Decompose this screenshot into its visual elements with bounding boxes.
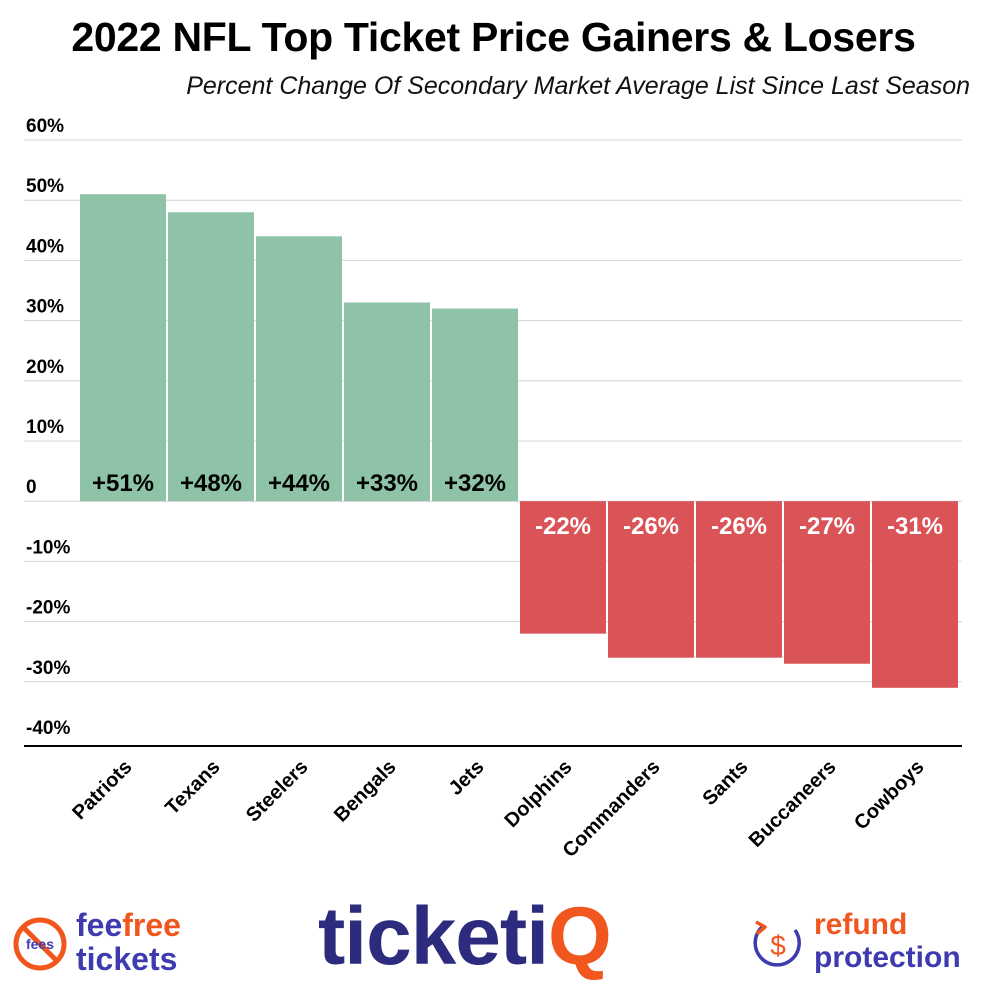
bar xyxy=(696,501,782,658)
data-label: +33% xyxy=(356,470,418,497)
x-tick-label: Patriots xyxy=(68,756,136,824)
bar xyxy=(608,501,694,658)
data-label: -31% xyxy=(887,513,943,540)
feefree-word-fee: fee xyxy=(76,907,123,943)
y-tick-label: 50% xyxy=(26,176,64,197)
feefree-wordmark: feefree tickets xyxy=(76,908,181,976)
bar xyxy=(80,194,166,502)
refund-dollar-icon: $ xyxy=(753,920,801,967)
data-label: +44% xyxy=(268,470,330,497)
ticketiq-wordmark: ticketiQ xyxy=(318,891,612,982)
bar xyxy=(256,236,342,502)
refund-dollar-symbol: $ xyxy=(770,930,786,961)
y-tick-label: 30% xyxy=(26,297,64,318)
y-tick-label: -10% xyxy=(26,537,70,558)
y-tick-label: 60% xyxy=(26,116,64,137)
x-tick-label: Texans xyxy=(161,756,224,819)
y-tick-label: 10% xyxy=(26,417,64,438)
data-label: -27% xyxy=(799,513,855,540)
bar xyxy=(168,212,254,502)
x-tick-label: Sants xyxy=(698,756,752,810)
x-tick-label: Buccaneers xyxy=(745,756,841,852)
ticketiq-word-accent: Q xyxy=(548,891,612,982)
data-label: -26% xyxy=(711,513,767,540)
x-tick-label: Dolphins xyxy=(500,756,576,832)
x-tick-label: Jets xyxy=(445,756,489,800)
bar xyxy=(344,302,430,502)
data-label: +51% xyxy=(92,470,154,497)
x-tick-label: Cowboys xyxy=(850,756,928,834)
y-tick-label: 0 xyxy=(26,477,37,498)
no-fees-icon-text: fees xyxy=(26,936,54,952)
y-tick-label: -40% xyxy=(26,718,70,739)
bar xyxy=(784,501,870,664)
feefree-word-free: free xyxy=(122,907,181,943)
y-tick-label: -20% xyxy=(26,598,70,619)
bar xyxy=(872,501,958,688)
refund-word-refund: refund xyxy=(814,908,908,941)
chart-subtitle: Percent Change Of Secondary Market Avera… xyxy=(186,72,970,100)
footer: fees feefree tickets ticketiQ $ refund pro… xyxy=(0,890,987,987)
bar xyxy=(520,501,606,634)
ticketiq-logo: ticketiQ xyxy=(318,892,678,988)
no-fees-icon: fees xyxy=(13,917,67,971)
feefree-tickets-logo: fees feefree tickets xyxy=(12,908,212,978)
feefree-word-tickets: tickets xyxy=(76,941,178,977)
y-tick-label: 40% xyxy=(26,236,64,257)
refund-word-protection: protection xyxy=(814,941,961,974)
data-label: -26% xyxy=(623,513,679,540)
bar xyxy=(432,308,518,502)
y-tick-label: 20% xyxy=(26,357,64,378)
x-tick-label: Steelers xyxy=(242,756,313,827)
data-label: -22% xyxy=(535,513,591,540)
refund-wordmark: refund protection xyxy=(814,908,961,974)
refund-protection-logo: $ refund protection xyxy=(748,908,978,978)
chart-title: 2022 NFL Top Ticket Price Gainers & Lose… xyxy=(71,14,916,60)
bar-chart: 60% 50% 40% 30% 20% 10% 0 -10% -20% -30% -40% +51% +… xyxy=(24,116,962,862)
ticketiq-word-main: ticketi xyxy=(318,891,549,982)
data-label: +48% xyxy=(180,470,242,497)
data-label: +32% xyxy=(444,470,506,497)
x-tick-label: Bengals xyxy=(330,756,401,827)
y-tick-label: -30% xyxy=(26,658,70,679)
